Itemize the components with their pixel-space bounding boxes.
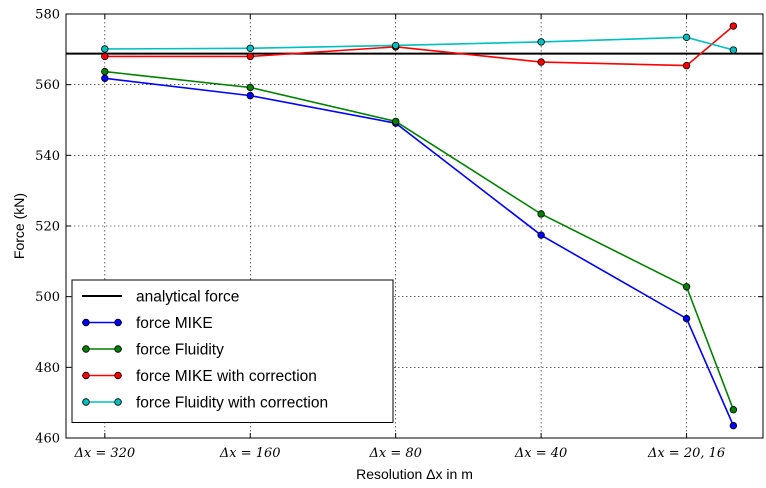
data-point xyxy=(246,44,254,52)
series-lines xyxy=(101,22,738,430)
data-point xyxy=(101,52,109,61)
data-point xyxy=(682,314,691,323)
y-tick-label: 480 xyxy=(35,361,60,376)
series-1 xyxy=(101,74,738,430)
data-point xyxy=(391,117,400,126)
legend-marker xyxy=(82,371,90,380)
y-tick-label: 560 xyxy=(35,78,60,93)
legend-marker xyxy=(114,318,122,327)
legend-marker xyxy=(82,318,90,327)
data-point xyxy=(537,210,545,218)
series-line xyxy=(104,36,734,51)
legend-marker xyxy=(114,371,122,380)
data-point xyxy=(729,22,738,30)
y-tick-label: 580 xyxy=(35,8,60,23)
legend: analytical force force MIKE force Fluidity… xyxy=(71,279,394,423)
y-tick-label: 520 xyxy=(35,220,60,235)
data-point xyxy=(682,283,691,291)
series-line xyxy=(104,25,734,67)
legend-marker xyxy=(114,345,122,353)
data-point xyxy=(682,61,691,70)
data-point xyxy=(729,406,738,414)
legend-label: force MIKE with correction xyxy=(136,368,317,385)
x-tick-label: Δx = 20, 16 xyxy=(647,446,725,461)
series-line xyxy=(104,77,735,426)
data-point xyxy=(729,46,738,54)
y-tick-label: 460 xyxy=(35,432,60,447)
legend-box xyxy=(71,279,394,423)
y-tick-label: 500 xyxy=(35,290,60,305)
x-axis-label: Resolution Δx in m xyxy=(356,466,473,482)
series-4 xyxy=(101,33,738,54)
data-point xyxy=(246,83,254,92)
x-tick-label: Δx = 160 xyxy=(219,446,281,461)
data-point xyxy=(729,421,738,430)
data-point xyxy=(246,52,254,61)
x-tick-label: Δx = 40 xyxy=(514,446,567,461)
data-point xyxy=(682,33,691,42)
data-point xyxy=(101,74,109,83)
x-tick-label: Δx = 80 xyxy=(368,446,421,461)
series-line xyxy=(104,70,735,411)
legend-marker xyxy=(114,398,122,406)
axis-ticks: 460 480 500 520 540 560 580 Δx = 320 Δx = 160 Δx … xyxy=(35,8,763,461)
legend-marker xyxy=(82,398,90,406)
legend-label: analytical force xyxy=(136,289,239,306)
legend-marker xyxy=(82,345,90,353)
legend-label: force Fluidity with correction xyxy=(136,395,328,412)
legend-label: force Fluidity xyxy=(136,342,224,359)
data-point xyxy=(246,91,254,100)
y-axis-label: Force (kN) xyxy=(11,193,27,259)
legend-label: force MIKE xyxy=(136,315,213,332)
data-point xyxy=(101,45,109,53)
data-point xyxy=(537,38,545,46)
series-2 xyxy=(101,67,738,414)
data-point xyxy=(537,231,545,239)
y-tick-label: 540 xyxy=(35,149,60,164)
series-3 xyxy=(101,22,738,70)
data-point xyxy=(537,58,545,66)
data-point xyxy=(391,41,400,50)
x-tick-label: Δx = 320 xyxy=(73,446,135,461)
data-point xyxy=(101,67,109,76)
